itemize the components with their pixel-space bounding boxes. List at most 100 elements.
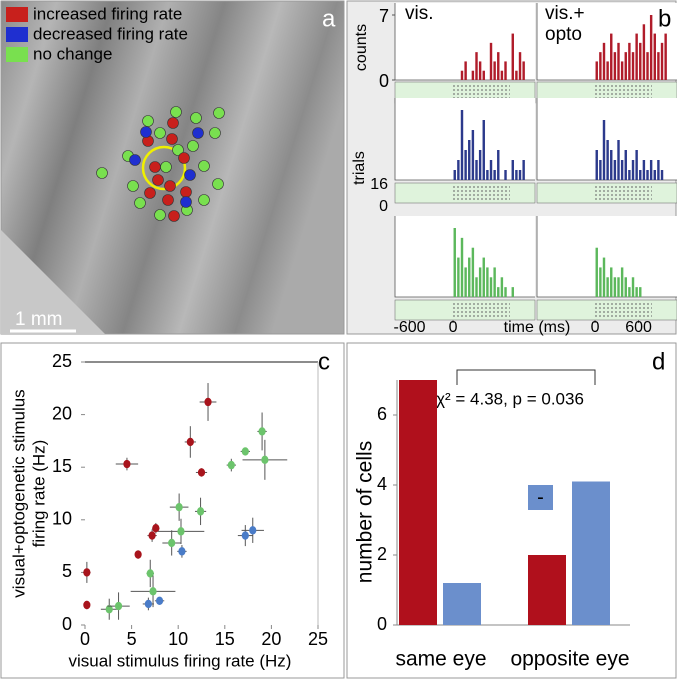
histogram-bar	[599, 52, 602, 80]
x-tick-label: 0	[591, 319, 600, 336]
point	[83, 568, 91, 577]
site-dot	[180, 196, 192, 208]
histogram-bar	[657, 160, 660, 180]
point	[168, 538, 176, 548]
site-dot	[140, 126, 152, 138]
raster-label: trials	[351, 151, 368, 185]
point	[177, 527, 185, 536]
site-dot	[213, 107, 225, 119]
histogram-bar	[657, 52, 660, 80]
y-tick-label: 6	[377, 404, 387, 424]
histogram-bar	[511, 33, 514, 80]
histogram-bar	[471, 70, 475, 80]
histogram-bar	[628, 170, 631, 180]
histogram-bar	[511, 287, 514, 297]
histogram-bar	[518, 170, 522, 180]
y-axis-label: firing rate (Hz)	[29, 440, 48, 548]
histogram-bar	[635, 287, 638, 297]
y-tick-label: 0	[62, 614, 72, 634]
x-tick-label: 0	[449, 319, 458, 336]
legend-label: no change	[33, 44, 112, 63]
histogram-bar	[478, 61, 482, 80]
legend-swatch	[6, 47, 28, 62]
site-dot	[160, 161, 172, 173]
histogram-bar	[606, 140, 609, 180]
legend-label: -	[537, 486, 544, 508]
point	[175, 502, 183, 512]
histogram-bar	[475, 277, 478, 297]
histogram-bar	[515, 170, 518, 180]
histogram-bar	[613, 277, 617, 297]
histogram-bar	[486, 267, 489, 297]
site-dot	[152, 174, 164, 186]
y-axis-label: number of cells	[354, 441, 377, 583]
y-tick-label: 2	[377, 544, 387, 564]
histogram-bar	[624, 150, 627, 180]
x-tick-label: 5	[127, 629, 137, 649]
point	[144, 599, 152, 609]
histogram-bar	[493, 170, 496, 180]
y-tick-label: 15	[52, 456, 72, 476]
point	[197, 468, 206, 477]
point	[155, 596, 164, 606]
y-axis-label: counts	[353, 24, 370, 71]
histogram-bar	[624, 277, 627, 297]
histogram-bar	[646, 170, 649, 180]
histogram-title: vis.+	[545, 3, 585, 24]
point	[152, 524, 160, 533]
legend-label: increased firing rate	[33, 4, 182, 23]
histogram-bar	[460, 70, 464, 80]
raster-tick: 0	[379, 198, 388, 215]
histogram-bar	[624, 52, 627, 80]
histogram-bar	[457, 257, 460, 297]
site-dot	[170, 106, 182, 118]
histogram-bar	[482, 120, 485, 180]
x-tick-label: 0	[80, 629, 90, 649]
point	[123, 459, 131, 469]
histogram-bar	[606, 277, 609, 297]
histogram-subtitle: opto	[545, 24, 582, 45]
point	[249, 526, 257, 535]
raster-tick: 16	[370, 176, 388, 193]
x-tick-label: -600	[393, 319, 425, 336]
histogram-bar	[504, 287, 507, 297]
x-tick-label: 25	[308, 629, 328, 649]
histogram-bar	[486, 170, 489, 180]
x-tick-label: opposite eye	[510, 648, 629, 671]
y-tick-label: 20	[52, 403, 72, 423]
site-dot	[149, 161, 161, 173]
x-axis-label: time (ms)	[504, 319, 571, 336]
histogram-bar	[610, 150, 613, 180]
site-dot	[172, 144, 184, 156]
histogram-bar	[497, 52, 500, 80]
legend-swatch	[528, 485, 553, 510]
panel-c-frame	[0, 342, 345, 679]
histogram-bar	[595, 61, 598, 80]
point	[105, 605, 113, 614]
site-dot	[190, 112, 202, 124]
site-dot	[184, 169, 196, 181]
histogram-bar	[635, 150, 638, 180]
histogram-bar	[639, 170, 642, 180]
histogram-bar	[602, 42, 606, 80]
site-dot	[212, 178, 224, 190]
histogram-bar	[646, 52, 649, 80]
legend-swatch	[6, 27, 28, 42]
site-dot	[154, 127, 166, 139]
histogram-bar	[489, 42, 493, 80]
histogram-bar	[639, 42, 642, 80]
histogram-bar	[631, 277, 635, 297]
x-axis-label: visual stimulus firing rate (Hz)	[69, 651, 292, 670]
histogram-bar	[511, 160, 514, 180]
point	[241, 447, 249, 456]
panel-label: b	[658, 5, 671, 32]
site-dot	[134, 197, 146, 209]
x-tick-label: 20	[261, 629, 281, 649]
point	[204, 397, 212, 407]
histogram-bar	[482, 257, 485, 297]
histogram-bar	[599, 160, 602, 180]
histogram-bar	[610, 33, 613, 80]
histogram-bar	[460, 237, 464, 297]
